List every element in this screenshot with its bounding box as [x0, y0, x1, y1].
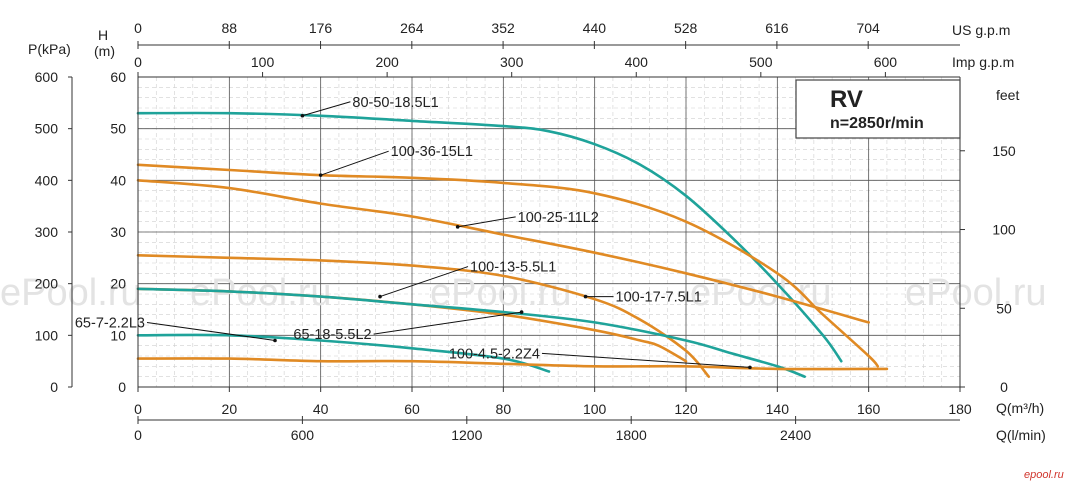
- label-leader-line: [457, 216, 516, 228]
- legend-box: RV n=2850r/min: [795, 79, 961, 139]
- us-gpm-tick-label: 176: [309, 20, 333, 36]
- label-leader-line: [146, 322, 276, 341]
- legend-subtitle: n=2850r/min: [830, 115, 924, 132]
- imp-gpm-tick-label: 500: [749, 54, 773, 70]
- q-tick-label: 20: [222, 401, 238, 417]
- legend-box-frame: [795, 79, 961, 139]
- q-tick-label: 120: [674, 401, 698, 417]
- curve-65-7-2.2L3: [136, 333, 551, 373]
- feet-tick-label: 0: [1000, 379, 1008, 395]
- us-gpm-unit: US g.p.m: [952, 22, 1010, 38]
- pressure-unit: P(kPa): [28, 41, 71, 57]
- label-leader-line: [379, 266, 469, 298]
- label-leader-line: [373, 311, 522, 335]
- curve-label-100-36-15L1: 100-36-15L1: [391, 144, 473, 160]
- us-gpm-tick-label: 440: [583, 20, 607, 36]
- curve-100-25-11L2: [136, 179, 870, 324]
- us-gpm-tick-label: 264: [400, 20, 424, 36]
- watermark-text: ePool.ru: [905, 272, 1047, 314]
- h-tick-label: 0: [118, 379, 126, 395]
- us-gpm-tick-label: 528: [674, 20, 698, 36]
- head-symbol: H: [98, 27, 108, 43]
- curves: [136, 111, 889, 378]
- legend-title: RV: [830, 86, 863, 113]
- pressure-tick-label: 600: [35, 69, 59, 85]
- label-anchor-dot: [378, 294, 382, 299]
- label-leader-line: [320, 150, 389, 176]
- imp-gpm-tick-label: 0: [134, 54, 142, 70]
- pressure-tick-label: 100: [35, 327, 59, 343]
- q-tick-label: 180: [948, 401, 972, 417]
- q-tick-label: 160: [857, 401, 881, 417]
- curve-label-65-18-5.5L2: 65-18-5.5L2: [293, 327, 371, 343]
- imp-gpm-tick-label: 200: [375, 54, 399, 70]
- h-tick-label: 40: [110, 172, 126, 188]
- pressure-tick-label: 500: [35, 121, 59, 137]
- h-tick-label: 20: [110, 276, 126, 292]
- q-tick-label: 100: [583, 401, 607, 417]
- curve-label-65-7-2.2L3: 65-7-2.2L3: [75, 316, 145, 332]
- label-leader-line: [302, 101, 351, 117]
- feet-tick-label: 100: [992, 222, 1016, 238]
- h-tick-label: 50: [110, 121, 126, 137]
- label-leader-line: [541, 352, 750, 368]
- q-tick-label: 140: [766, 401, 790, 417]
- curve-label-100-13-5.5L1: 100-13-5.5L1: [470, 260, 556, 276]
- axes: 0102030405060010020030040050060005010015…: [35, 20, 1016, 443]
- q-tick-label: 60: [404, 401, 420, 417]
- lmin-tick-label: 1800: [616, 427, 647, 443]
- label-anchor-dot: [748, 365, 752, 370]
- q-tick-label: 0: [134, 401, 142, 417]
- q-tick-label: 40: [313, 401, 329, 417]
- imp-gpm-unit: Imp g.p.m: [952, 54, 1014, 70]
- curve-label-100-4.5-2.2Z4: 100-4.5-2.2Z4: [449, 346, 540, 362]
- curve-label-100-25-11L2: 100-25-11L2: [518, 210, 599, 226]
- q-tick-label: 80: [496, 401, 512, 417]
- feet-tick-label: 150: [992, 143, 1016, 159]
- watermark-text: ePool.ru: [0, 272, 142, 314]
- us-gpm-tick-label: 352: [491, 20, 515, 36]
- pressure-tick-label: 400: [35, 172, 59, 188]
- h-tick-label: 60: [110, 69, 126, 85]
- us-gpm-tick-label: 0: [134, 20, 142, 36]
- us-gpm-tick-label: 704: [856, 20, 880, 36]
- imp-gpm-tick-label: 100: [251, 54, 275, 70]
- curve-label-100-17-7.5L1: 100-17-7.5L1: [616, 290, 702, 306]
- us-gpm-tick-label: 88: [221, 20, 237, 36]
- us-gpm-tick-label: 616: [765, 20, 789, 36]
- h-tick-label: 30: [110, 224, 126, 240]
- lmin-tick-label: 600: [291, 427, 315, 443]
- feet-unit: feet: [996, 87, 1019, 103]
- q-lmin-unit: Q(l/min): [996, 427, 1046, 443]
- h-tick-label: 10: [110, 327, 126, 343]
- head-unit: (m): [94, 43, 115, 59]
- feet-tick-label: 50: [996, 300, 1012, 316]
- imp-gpm-tick-label: 300: [500, 54, 524, 70]
- curve-100-36-15L1: [136, 163, 880, 368]
- curve-label-80-50-18.5L1: 80-50-18.5L1: [352, 95, 438, 111]
- lmin-tick-label: 1200: [451, 427, 482, 443]
- pressure-tick-label: 200: [35, 276, 59, 292]
- curve-labels: 80-50-18.5L1 100-36-15L1 100-25-11L2 100-13…: [75, 95, 752, 370]
- lmin-tick-label: 0: [134, 427, 142, 443]
- corner-logo: epool.ru: [1024, 469, 1064, 481]
- pressure-tick-label: 0: [50, 379, 58, 395]
- curve-100-4.5-2.2Z4: [136, 357, 889, 371]
- pressure-tick-label: 300: [35, 224, 59, 240]
- imp-gpm-tick-label: 400: [625, 54, 649, 70]
- q-m3h-unit: Q(m³/h): [996, 400, 1044, 416]
- imp-gpm-tick-label: 600: [874, 54, 898, 70]
- lmin-tick-label: 2400: [780, 427, 811, 443]
- curve-80-50-18.5L1: [136, 111, 843, 363]
